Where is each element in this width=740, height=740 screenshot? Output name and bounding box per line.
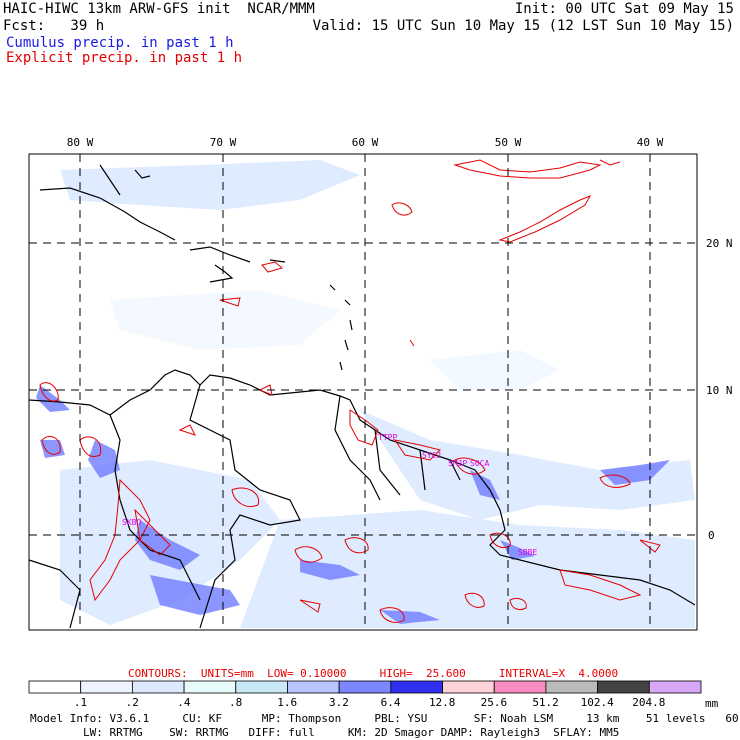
- colorbar-label: 12.8: [428, 696, 456, 709]
- model-info-line1: Model Info: V3.6.1 CU: KF MP: Thompson P…: [30, 712, 740, 725]
- colorbar-cell: [28, 680, 82, 694]
- station-label: TTPP: [378, 433, 397, 442]
- valid-time: Valid: 15 UTC Sun 10 May 15 (12 LST Sun …: [312, 18, 734, 34]
- colorbar-cell: [338, 680, 392, 694]
- cumulus-heavy-shading: [36, 385, 670, 624]
- lon-label: 80 W: [67, 136, 94, 149]
- colorbar-label: .4: [177, 696, 191, 709]
- init-time: Init: 00 UTC Sat 09 May 15: [514, 1, 734, 17]
- lon-labels: 80 W 70 W 60 W 50 W 40 W: [67, 136, 664, 149]
- station-label: SOCA: [470, 459, 489, 468]
- lat-label: 20 N: [706, 237, 733, 250]
- station-label: SBBE: [518, 548, 537, 557]
- colorbar-label: 6.4: [380, 696, 401, 709]
- cumulus-precip-label: Cumulus precip. in past 1 h: [6, 35, 234, 51]
- colorbar-label: 51.2: [532, 696, 559, 709]
- colorbar-cell: [131, 680, 185, 694]
- explicit-precip-label: Explicit precip. in past 1 h: [6, 50, 243, 66]
- colorbar-label: 25.6: [480, 696, 508, 709]
- lat-label: 0: [708, 529, 715, 542]
- colorbar-label: 204.8: [632, 696, 666, 709]
- explicit-precip-contours: [39, 159, 661, 623]
- lon-label: 50 W: [495, 136, 522, 149]
- colorbar-label: .8: [228, 696, 243, 709]
- forecast-hour: Fcst: 39 h: [3, 18, 105, 34]
- colorbar-cell: [648, 680, 702, 694]
- colorbar-label: .2: [125, 696, 139, 709]
- station-label: SMJP: [448, 459, 467, 468]
- colorbar-cell: [287, 680, 340, 694]
- map-title: HAIC-HIWC 13km ARW-GFS init NCAR/MMM: [3, 1, 315, 17]
- lon-label: 70 W: [210, 136, 237, 149]
- colorbar-cell: [493, 680, 547, 694]
- coastlines: [28, 164, 696, 629]
- colorbar-cell: [183, 680, 237, 694]
- station-label: SKBO: [122, 518, 141, 527]
- colorbar-label: 3.2: [328, 696, 349, 709]
- colorbar-label: 102.4: [580, 696, 614, 709]
- lon-label: 40 W: [637, 136, 664, 149]
- contours-info: CONTOURS: UNITS=mm LOW= 0.10000 HIGH= 25…: [128, 667, 619, 680]
- colorbar-cell: [80, 680, 133, 694]
- colorbar-cell: [545, 680, 599, 694]
- lat-lon-grid: [29, 154, 697, 630]
- model-info-line2: LW: RRTMG SW: RRTMG DIFF: full KM: 2D Sm…: [30, 726, 620, 739]
- colorbar-cell: [597, 680, 650, 694]
- colorbar-cell: [235, 680, 288, 694]
- lat-label: 10 N: [706, 384, 733, 397]
- station-labels: SKBO TTPP SYCJ SMJP SOCA SBBE: [122, 433, 537, 557]
- station-label: SYCJ: [422, 451, 441, 460]
- colorbar-label: .1: [73, 696, 88, 709]
- colorbar: [28, 680, 702, 694]
- cumulus-light-shading: [60, 160, 695, 628]
- colorbar-label: 1.6: [277, 696, 298, 709]
- colorbar-units: mm: [705, 697, 719, 710]
- colorbar-cell: [390, 680, 443, 694]
- lon-label: 60 W: [352, 136, 379, 149]
- colorbar-cell: [442, 680, 495, 694]
- lat-labels: 20 N 10 N 0: [706, 237, 733, 542]
